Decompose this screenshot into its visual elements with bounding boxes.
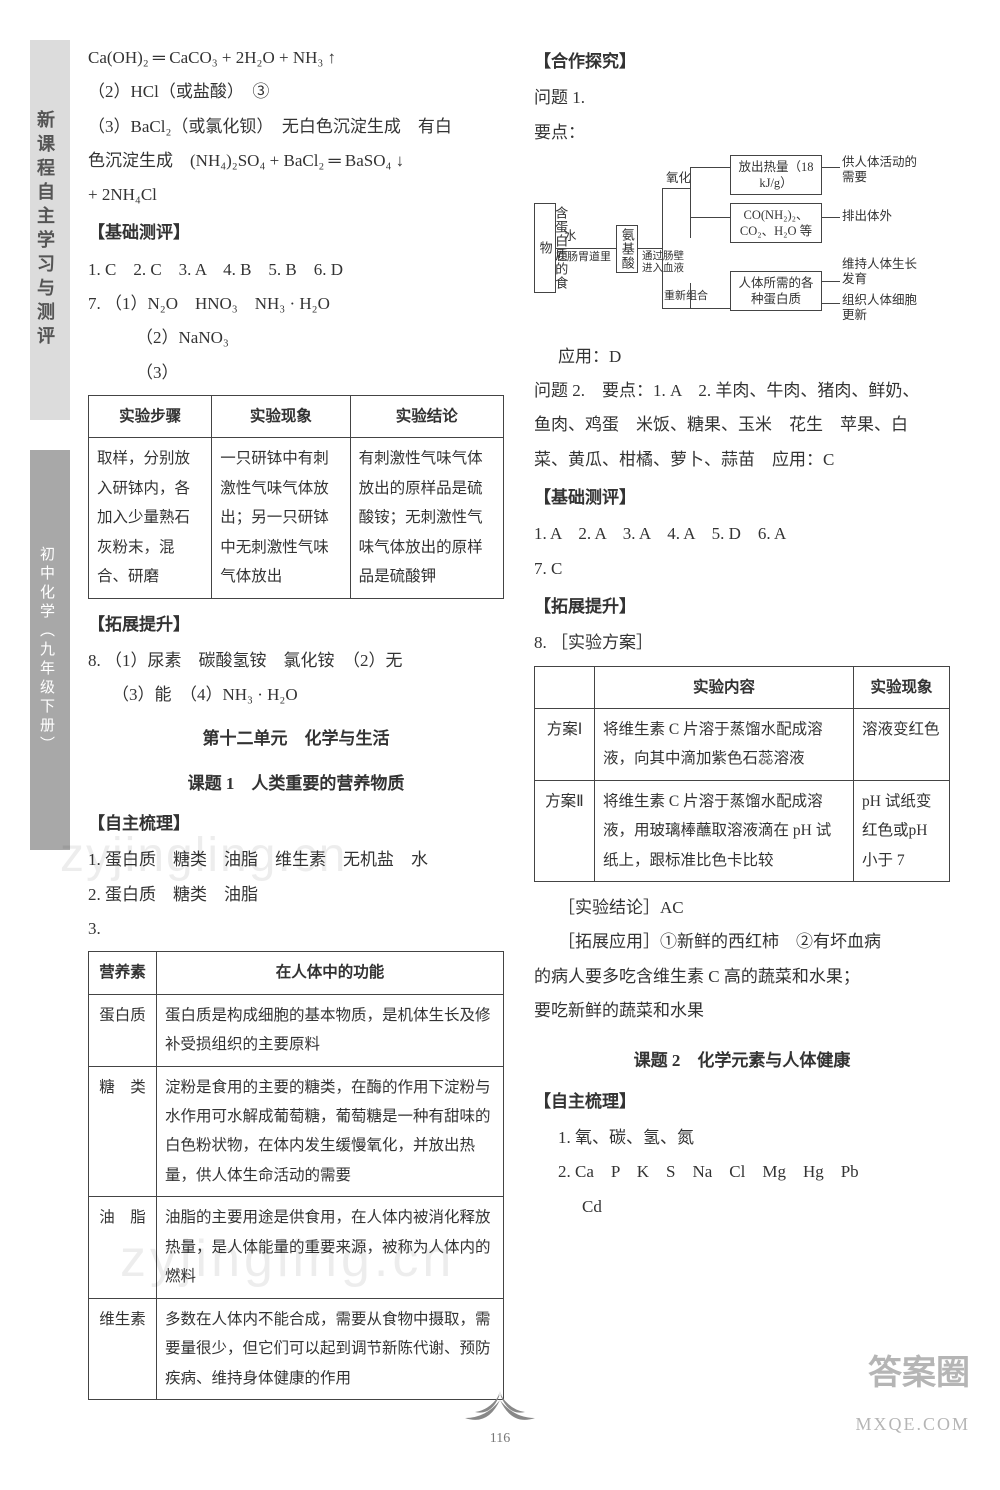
- wenti-2c: 菜、黄瓜、柑橘、萝卜、蒜苗 应用：C: [534, 444, 950, 476]
- t3-h2: 实验现象: [854, 666, 950, 708]
- diag-box2-r2: 组织人体细胞更新: [842, 293, 920, 323]
- extension-a: ［拓展应用］①新鲜的西红柿 ②有坏血病: [534, 926, 950, 958]
- yaodian: 要点：: [534, 117, 950, 149]
- jichu-7c: （3）: [88, 357, 504, 389]
- zz2-2b: Cd: [534, 1191, 950, 1223]
- diag-water-sub: 在肠胃道里: [556, 251, 611, 264]
- heading-hezuo: 【合作探究】: [534, 46, 950, 78]
- diag-thru: 通过肠壁进入血液: [642, 251, 692, 276]
- left-column: Ca(OH)₂ ═ CaCO₃ + 2H₂O + NH₃ ↑ （2）HCl（或盐…: [88, 40, 504, 1410]
- t2-h2: 在人体中的功能: [157, 952, 504, 994]
- spine-title-bottom: 初中化学（九年级下册）: [30, 450, 70, 850]
- topic1-title: 课题 1 人类重要的营养物质: [88, 768, 504, 800]
- leaf-ornament-icon: [440, 1386, 560, 1426]
- heading-zizhu-left: 【自主梳理】: [88, 808, 504, 840]
- t1-c1: 取样，分别放入研钵内，各加入少量熟石灰粉末，混合、研磨: [89, 438, 212, 598]
- t3-r2c1: 将维生素 C 片溶于蒸馏水配成溶液，用玻璃棒蘸取溶液滴在 pH 试纸上，跟标准比…: [595, 780, 854, 881]
- wenti-1: 问题 1.: [534, 82, 950, 114]
- t2-r2c1: 糖 类: [89, 1066, 157, 1197]
- t2-r3c1: 油 脂: [89, 1197, 157, 1298]
- zz2-1: 1. 氧、碳、氢、氮: [534, 1122, 950, 1154]
- tz-8a: 8. （1）尿素 碳酸氢铵 氯化铵 （2）无: [88, 645, 504, 677]
- heading-jichu-right: 【基础测评】: [534, 482, 950, 514]
- topic2-title: 课题 2 化学元素与人体健康: [534, 1045, 950, 1077]
- diag-box2-r1: 维持人体生长发育: [842, 257, 920, 287]
- diag-recomb: 重新组合: [664, 290, 708, 303]
- diag-amino: 氨基酸: [619, 228, 635, 270]
- jichu-7a: 7. （1）N₂O HNO₃ NH₃ · H₂O: [88, 288, 504, 320]
- t2-r3c2: 油脂的主要用途是供食用，在人体内被消化释放热量，是人体能量的重要来源，被称为人体…: [157, 1197, 504, 1298]
- t3-r2c0: 方案Ⅱ: [535, 780, 595, 881]
- heading-tuozhan-left: 【拓展提升】: [88, 609, 504, 641]
- nutrient-table: 营养素 在人体中的功能 蛋白质 蛋白质是构成细胞的基本物质，是机体生长及修补受损…: [88, 951, 504, 1400]
- diag-water: 水: [564, 229, 577, 244]
- answer-3a: （3）BaCl₂（或氯化钡） 无白色沉淀生成 有白: [88, 111, 504, 143]
- experiment-table-3: 实验内容 实验现象 方案Ⅰ 将维生素 C 片溶于蒸馏水配成溶液，向其中滴加紫色石…: [534, 666, 950, 883]
- t3-r1c0: 方案Ⅰ: [535, 709, 595, 781]
- diag-box1a-r: 供人体活动的需要: [842, 155, 920, 185]
- page-number: 116: [440, 1426, 560, 1453]
- heading-zizhu2: 【自主梳理】: [534, 1086, 950, 1118]
- content-columns: Ca(OH)₂ ═ CaCO₃ + 2H₂O + NH₃ ↑ （2）HCl（或盐…: [88, 40, 950, 1410]
- diag-box1b: CO(NH₂)₂、CO₂、H₂O 等: [730, 203, 822, 244]
- heading-tuozhan-right: 【拓展提升】: [534, 591, 950, 623]
- tz-8-right: 8. ［实验方案］: [534, 627, 950, 659]
- spine: 新课程自主学习与测评 初中化学（九年级下册）: [30, 40, 70, 1410]
- jichu-answers-1-6: 1. C 2. C 3. A 4. B 5. B 6. D: [88, 254, 504, 286]
- diag-box1b-r: 排出体外: [842, 209, 892, 224]
- t1-h1: 实验步骤: [89, 395, 212, 437]
- t1-h3: 实验结论: [350, 395, 503, 437]
- t2-r4c2: 多数在人体内不能合成，需要从食物中摄取，需要量很少，但它们可以起到调节新陈代谢、…: [157, 1298, 504, 1399]
- jc-7: 7. C: [534, 553, 950, 585]
- jc-answers: 1. A 2. A 3. A 4. A 5. D 6. A: [534, 518, 950, 550]
- t2-r2c2: 淀粉是食用的主要的糖类，在酶的作用下淀粉与水作用可水解成葡萄糖，葡萄糖是一种有甜…: [157, 1066, 504, 1197]
- t3-h0: [535, 666, 595, 708]
- t2-r4c1: 维生素: [89, 1298, 157, 1399]
- experiment-table-1: 实验步骤 实验现象 实验结论 取样，分别放入研钵内，各加入少量熟石灰粉末，混合、…: [88, 395, 504, 599]
- footer-ornament: 116: [440, 1386, 560, 1453]
- zz3: 3.: [88, 913, 504, 945]
- conclusion: ［实验结论］AC: [534, 892, 950, 924]
- equation-line: Ca(OH)₂ ═ CaCO₃ + 2H₂O + NH₃ ↑: [88, 42, 504, 74]
- unit-title: 第十二单元 化学与生活: [88, 723, 504, 755]
- spine-title-top: 新课程自主学习与测评: [30, 40, 70, 420]
- right-column: 【合作探究】 问题 1. 要点： 含蛋白质的食物 水 在肠胃道里 氨基酸: [534, 40, 950, 1410]
- t1-h2: 实验现象: [212, 395, 350, 437]
- protein-diagram: 含蛋白质的食物 水 在肠胃道里 氨基酸 氧化 通过肠壁进入血液: [534, 153, 950, 333]
- t1-c2: 一只研钵中有刺激性气味气体放出；另一只研钵中无刺激性气味气体放出: [212, 438, 350, 598]
- answer-3b: 色沉淀生成 (NH₄)₂SO₄ + BaCl₂ ═ BaSO₄ ↓: [88, 145, 504, 177]
- zz2: 2. 蛋白质 糖类 油脂: [88, 879, 504, 911]
- answer-3c: + 2NH₄Cl: [88, 179, 504, 211]
- jichu-7b: （2）NaNO₃: [88, 322, 504, 354]
- t3-r1c2: 溶液变红色: [854, 709, 950, 781]
- t2-r1c2: 蛋白质是构成细胞的基本物质，是机体生长及修补受损组织的主要原料: [157, 994, 504, 1066]
- zz1: 1. 蛋白质 糖类 油脂 维生素 无机盐 水: [88, 844, 504, 876]
- diag-oxid: 氧化: [666, 171, 691, 186]
- extension-b: 的病人要多吃含维生素 C 高的蔬菜和水果；: [534, 961, 950, 993]
- tz-8b: （3）能 （4）NH₃ · H₂O: [88, 679, 504, 711]
- heading-jichu-left: 【基础测评】: [88, 217, 504, 249]
- zz2-2: 2. Ca P K S Na Cl Mg Hg Pb: [534, 1156, 950, 1188]
- diag-box2: 人体所需的各种蛋白质: [730, 271, 822, 312]
- extension-c: 要吃新鲜的蔬菜和水果: [534, 995, 950, 1027]
- t2-h1: 营养素: [89, 952, 157, 994]
- t1-c3: 有刺激性气味气体放出的原样品是硫酸铵；无刺激性气味气体放出的原样品是硫酸钾: [350, 438, 503, 598]
- diag-box1a: 放出热量（18 kJ/g）: [730, 155, 822, 196]
- t3-r1c1: 将维生素 C 片溶于蒸馏水配成溶液，向其中滴加紫色石蕊溶液: [595, 709, 854, 781]
- t3-r2c2: pH 试纸变红色或pH小于 7: [854, 780, 950, 881]
- wenti-2a: 问题 2. 要点：1. A 2. 羊肉、牛肉、猪肉、鲜奶、: [534, 375, 950, 407]
- t2-r1c1: 蛋白质: [89, 994, 157, 1066]
- answer-2: （2）HCl（或盐酸） ③: [88, 76, 504, 108]
- t3-h1: 实验内容: [595, 666, 854, 708]
- yingyong-d: 应用：D: [534, 341, 950, 373]
- wenti-2b: 鱼肉、鸡蛋 米饭、糖果、玉米 花生 苹果、白: [534, 409, 950, 441]
